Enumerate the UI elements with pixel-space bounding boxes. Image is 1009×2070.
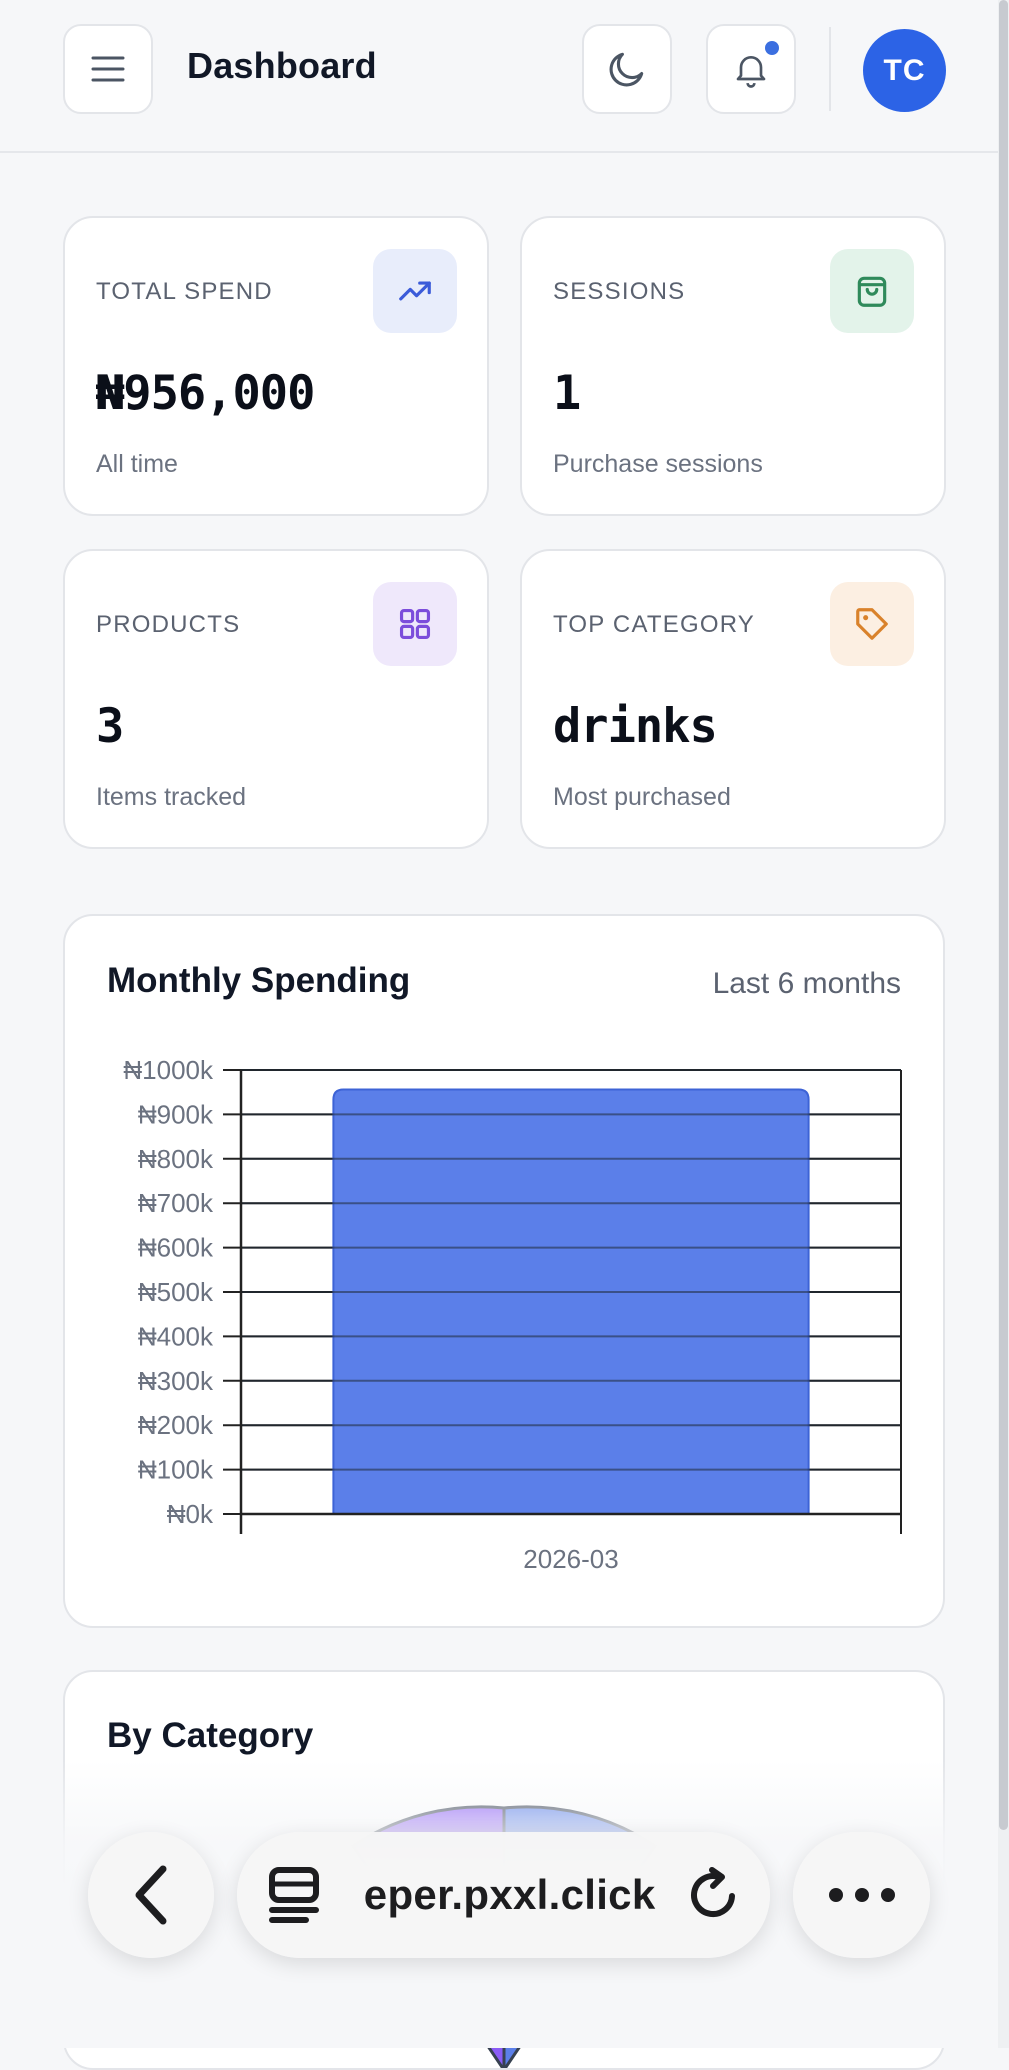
stat-label: TOTAL SPEND [96, 278, 273, 305]
monthly-spending-chart: ₦0k ₦100k ₦200k ₦300k ₦400k ₦500k ₦600k ₦700k ₦8… [123, 1055, 902, 1574]
scrollbar-thumb[interactable] [999, 0, 1008, 1830]
y-tick-label: ₦800k [138, 1144, 214, 1174]
monthly-spending-card: Monthly Spending Last 6 months ₦0k ₦100k ₦… [63, 914, 945, 1628]
x-tick-label: 2026-03 [523, 1544, 618, 1574]
url-text[interactable]: eper.pxxl.click [363, 1871, 656, 1918]
stat-card-sessions: SESSIONS 1 Purchase sessions [520, 216, 946, 516]
stat-label: TOP CATEGORY [553, 611, 756, 638]
stat-card-total-spend: TOTAL SPEND ₦956,000 All time [63, 216, 489, 516]
bell-icon [736, 56, 766, 88]
period-label: Last 6 months [712, 967, 901, 1000]
y-tick-label: ₦500k [138, 1277, 214, 1307]
y-tick-label: ₦700k [138, 1188, 214, 1218]
header-divider [829, 27, 831, 111]
back-button[interactable] [88, 1832, 214, 1958]
address-bar[interactable]: eper.pxxl.click [237, 1832, 770, 1958]
y-tick-label: ₦1000k [123, 1055, 214, 1085]
back-arrow-icon [135, 1865, 167, 1925]
tag-icon [856, 608, 888, 640]
page-title: Dashboard [187, 45, 377, 86]
stat-label: SESSIONS [553, 278, 686, 305]
stat-card-products: PRODUCTS 3 Items tracked [63, 549, 489, 849]
monthly-spending-title: Monthly Spending [107, 961, 411, 1000]
reload-icon[interactable] [686, 1866, 742, 1924]
stat-subtitle: Most purchased [553, 783, 731, 811]
stat-value: 1 [553, 366, 581, 421]
more-button[interactable] [793, 1832, 930, 1958]
stat-value: ₦956,000 [96, 366, 315, 421]
y-tick-label: ₦100k [138, 1455, 214, 1485]
menu-icon [91, 56, 125, 82]
stat-value: 3 [96, 699, 124, 754]
y-tick-label: ₦600k [138, 1233, 214, 1263]
notifications-button[interactable] [706, 24, 796, 114]
shopping-bag-icon [857, 276, 887, 307]
moon-icon [609, 52, 644, 87]
y-tick-label: ₦0k [167, 1499, 214, 1529]
stat-card-top-category: TOP CATEGORY drinks Most purchased [520, 549, 946, 849]
stat-label: PRODUCTS [96, 611, 241, 638]
y-tick-label: ₦900k [138, 1099, 214, 1129]
bar [332, 1088, 810, 1515]
tabs-icon[interactable] [266, 1866, 322, 1924]
y-tick-label: ₦300k [138, 1366, 214, 1396]
stat-subtitle: Purchase sessions [553, 450, 763, 478]
notification-dot [765, 41, 779, 55]
stat-subtitle: Items tracked [96, 783, 247, 811]
menu-button[interactable] [63, 24, 153, 114]
stat-icon-container [830, 582, 914, 666]
y-tick-label: ₦200k [138, 1410, 214, 1440]
avatar[interactable]: TC [863, 29, 946, 112]
stat-subtitle: All time [96, 450, 178, 478]
grid-icon [399, 608, 431, 640]
stat-icon-container [373, 249, 457, 333]
theme-toggle-button[interactable] [582, 24, 672, 114]
stat-value: drinks [553, 699, 718, 754]
app-header: Dashboard TC [0, 0, 998, 153]
stat-icon-container [830, 249, 914, 333]
more-icon [828, 1888, 895, 1902]
stat-icon-container [373, 582, 457, 666]
by-category-title: By Category [107, 1716, 314, 1755]
y-tick-label: ₦400k [138, 1321, 214, 1351]
trending-up-icon [399, 281, 431, 301]
